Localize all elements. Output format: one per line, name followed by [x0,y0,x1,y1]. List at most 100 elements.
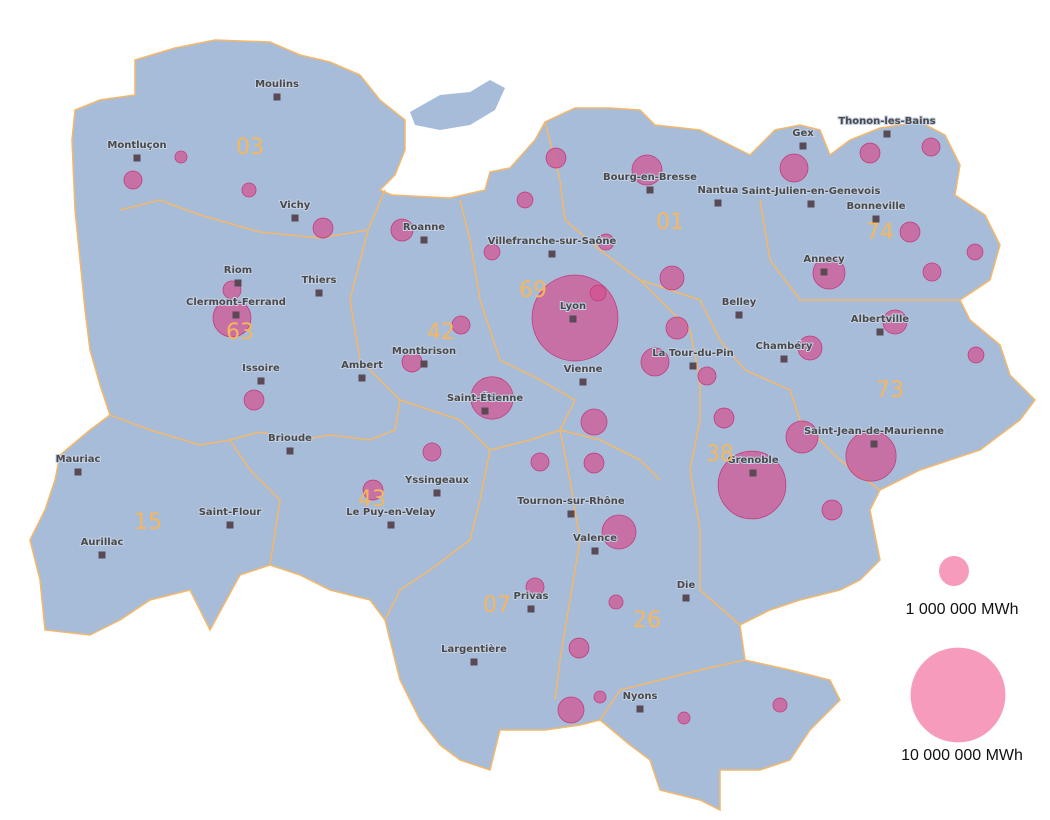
city-label: Belley [722,297,757,308]
city-marker [257,377,265,385]
city-label: Thiers [301,275,336,286]
bubble [882,309,908,335]
bubble [921,137,941,157]
city-label: Issoire [242,363,280,374]
city-label: Riom [224,265,252,276]
bubble [451,315,471,335]
city-marker [876,328,884,336]
city-marker [358,374,366,382]
city-marker [234,279,242,287]
department-number: 69 [519,278,547,303]
city-marker [749,469,757,477]
city-label: Chambéry [755,340,812,352]
city-label: Saint-Étienne [447,391,523,404]
city-marker [286,447,294,455]
city-marker [433,489,441,497]
legend: 1 000 000 MWh 10 000 000 MWh [901,556,1023,764]
city-marker [799,142,807,150]
bubble [589,284,607,302]
city-marker [591,547,599,555]
bubble [583,452,605,474]
bubble [659,265,685,291]
city-label: Valence [573,533,617,544]
city-label: Roanne [403,222,446,233]
city-label: Lyon [560,301,586,312]
bubbles [123,137,985,725]
department-number: 43 [358,487,386,512]
bubble [530,452,550,472]
bubble [601,514,637,550]
bubble [243,389,265,411]
city-marker [133,154,141,162]
city-label: Saint-Flour [199,507,262,518]
department-number: 74 [866,220,894,245]
region-outline [29,39,1036,812]
city-label: Villefranche-sur-Saône [488,235,617,247]
city-marker [820,268,828,276]
city-label: Bonneville [846,201,905,212]
bubble [779,153,809,183]
bubble [797,335,823,361]
city-marker [735,311,743,319]
department-borders [109,121,960,721]
city-marker [420,236,428,244]
legend-label: 1 000 000 MWh [906,601,1019,618]
city-label: Aurillac [81,537,124,548]
bubble [123,170,143,190]
legend-bubble [939,556,969,586]
bubble [772,697,788,713]
bubble [597,233,615,251]
city-marker [98,551,106,559]
city-label: Montbrison [392,346,456,357]
department-number: 07 [483,593,511,618]
city-marker [682,594,690,602]
bubble [845,430,897,482]
city-label: Brioude [268,433,312,444]
city-label: Gex [792,128,814,139]
bubble [697,366,717,386]
bubble [545,147,567,169]
city-label: Le Puy-en-Velay [346,507,436,518]
city-marker [883,130,891,138]
bubble [593,690,607,704]
city-label: Saint-Julien-en-Genevois [742,186,881,197]
department-number: 42 [427,320,455,345]
city-label: Yssingeaux [404,475,470,486]
city-marker [548,250,556,258]
city-marker [420,360,428,368]
bubble [859,142,881,164]
city-marker [315,289,323,297]
bubble [967,346,985,364]
city-marker [387,521,395,529]
bubble [717,450,787,520]
bubble [241,182,257,198]
bubble [390,218,414,242]
bubble [922,262,942,282]
bubble [580,408,608,436]
legend-label: 10 000 000 MWh [901,747,1023,764]
department-number: 15 [134,510,162,535]
city-marker [872,215,880,223]
bubble [422,442,442,462]
city-label: Tournon-sur-Rhône [517,495,625,507]
bubble [640,347,670,377]
city-label: Montluçon [107,140,166,151]
bubble [785,420,819,454]
department-number: 26 [633,608,661,633]
city-label: Ambert [341,360,383,371]
bubble [525,577,545,597]
bubble [899,221,921,243]
bubble [568,637,590,659]
bubble [516,191,534,209]
bubble [470,376,514,420]
city-marker [780,355,788,363]
city-label: Nyons [623,691,658,702]
city-marker [273,93,281,101]
city-label: Annecy [803,254,845,265]
bubble [483,243,501,261]
city-marker [870,440,878,448]
bubble [362,479,384,501]
city-label: Vienne [564,364,603,375]
city-marker [579,378,587,386]
